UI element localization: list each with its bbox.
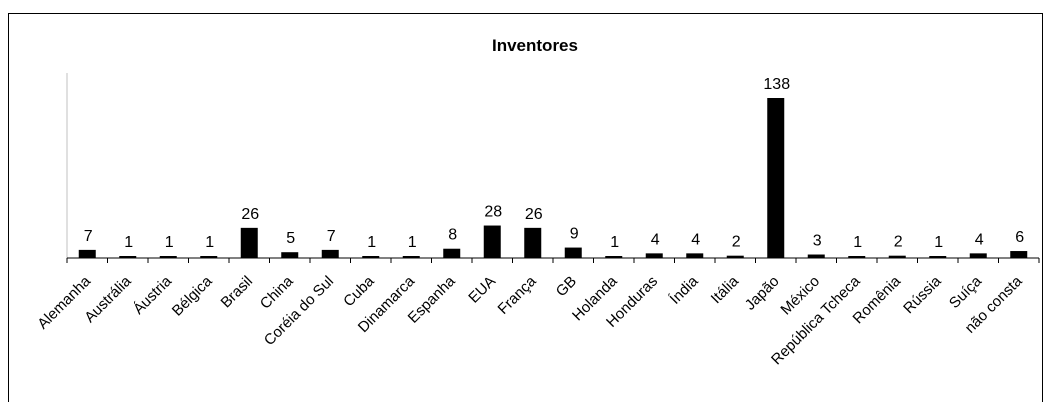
data-label: 1 bbox=[165, 234, 174, 251]
bar bbox=[564, 247, 582, 258]
data-label: 7 bbox=[327, 228, 336, 245]
bar bbox=[605, 256, 623, 258]
tick-label: Itália bbox=[708, 272, 743, 307]
tick-label: Japão bbox=[742, 273, 783, 314]
tick-label: Áustria bbox=[130, 272, 175, 317]
x-ticks bbox=[66, 258, 1040, 263]
data-label: 26 bbox=[241, 206, 259, 223]
bar bbox=[645, 253, 663, 258]
data-label: 7 bbox=[84, 228, 93, 245]
data-labels: 7 1 1 1 26 5 7 1 1 8 28 26 9 1 4 4 2 138 3 1 2 1 4 6 bbox=[84, 76, 1025, 251]
bar bbox=[240, 227, 258, 258]
bar bbox=[281, 252, 299, 258]
data-label: 138 bbox=[763, 76, 790, 93]
tick-label: GB bbox=[553, 273, 580, 300]
data-label: 6 bbox=[1015, 229, 1024, 246]
bar bbox=[686, 253, 704, 258]
bar bbox=[888, 255, 906, 258]
data-label: 8 bbox=[448, 227, 457, 244]
bar bbox=[969, 253, 987, 258]
data-label: 4 bbox=[651, 231, 660, 248]
data-label: 2 bbox=[732, 234, 741, 251]
data-label: 1 bbox=[934, 234, 943, 251]
data-label: 9 bbox=[570, 226, 579, 243]
tick-label: Cuba bbox=[340, 272, 378, 310]
tick-label: EUA bbox=[465, 273, 499, 307]
bar bbox=[159, 256, 177, 258]
bar bbox=[200, 256, 218, 258]
data-label: 1 bbox=[853, 234, 862, 251]
data-label: 1 bbox=[124, 234, 133, 251]
bar bbox=[362, 256, 380, 258]
tick-label: Rússia bbox=[900, 272, 945, 317]
bar bbox=[848, 256, 866, 258]
data-label: 1 bbox=[367, 234, 376, 251]
tick-label: Índia bbox=[667, 272, 702, 307]
data-label: 3 bbox=[813, 233, 822, 250]
data-label: 2 bbox=[894, 234, 903, 251]
bar bbox=[767, 98, 785, 258]
data-label: 1 bbox=[408, 234, 417, 251]
tick-label: França bbox=[495, 272, 540, 317]
bar bbox=[1010, 251, 1028, 258]
bar bbox=[483, 225, 501, 258]
bar bbox=[524, 227, 542, 258]
data-label: 1 bbox=[205, 234, 214, 251]
tick-label: Alemanha bbox=[34, 272, 94, 332]
bar bbox=[402, 256, 420, 258]
chart-frame bbox=[8, 13, 1043, 402]
data-label: 28 bbox=[484, 204, 502, 221]
bar bbox=[321, 249, 339, 258]
bar bbox=[78, 249, 96, 258]
bar bbox=[443, 248, 461, 258]
data-label: 4 bbox=[975, 231, 984, 248]
tick-label: Bélgica bbox=[169, 272, 216, 319]
data-label: 5 bbox=[286, 230, 295, 247]
chart-title: Inventores bbox=[492, 36, 578, 55]
bar bbox=[726, 255, 744, 258]
data-label: 1 bbox=[610, 234, 619, 251]
tick-label: Brasil bbox=[218, 273, 257, 312]
data-label: 4 bbox=[691, 231, 700, 248]
data-label: 26 bbox=[525, 206, 543, 223]
bar bbox=[119, 256, 137, 258]
bar bbox=[807, 254, 825, 258]
bar bbox=[929, 256, 947, 258]
bar-series bbox=[78, 98, 1028, 258]
